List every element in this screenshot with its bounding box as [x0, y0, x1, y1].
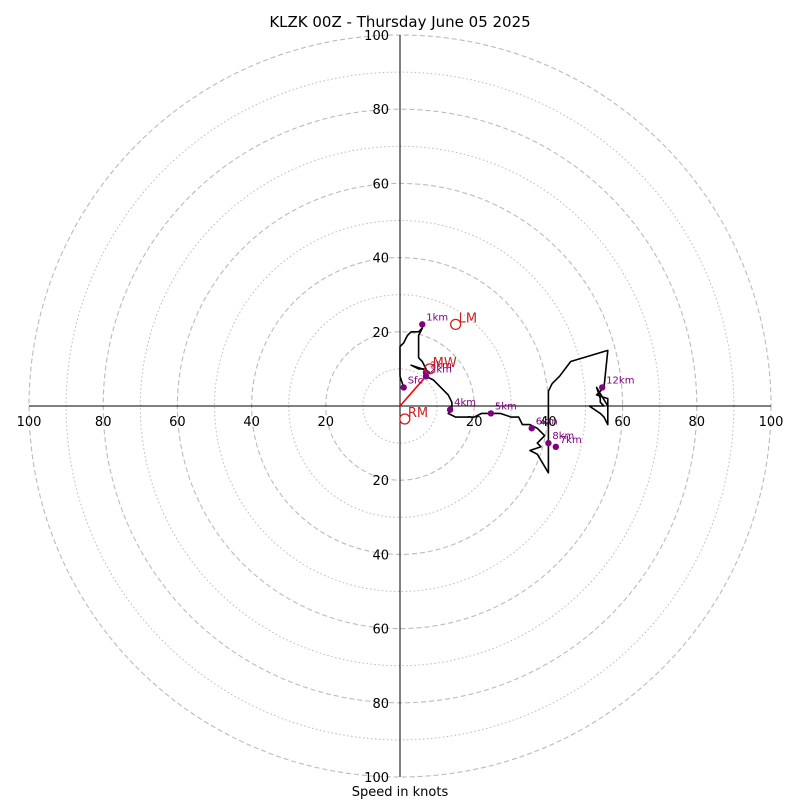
height-label-1km: 1km — [426, 312, 448, 323]
height-label-Sfc: Sfc — [408, 375, 423, 386]
shear-vector-line — [399, 375, 427, 407]
height-label-5km: 5km — [495, 401, 517, 412]
tick-x-left-40: 40 — [243, 415, 260, 430]
height-marker-8km — [545, 439, 552, 447]
height-marker-Sfc — [400, 384, 407, 391]
storm-motion-label-RM: RM — [408, 406, 428, 421]
height-label-8km: 8km — [552, 431, 574, 442]
tick-y-top-20: 20 — [372, 326, 389, 341]
storm-motion-marker-MW — [424, 363, 436, 375]
height-marker-12km — [598, 384, 606, 391]
height-marker-1km — [419, 321, 426, 328]
tick-y-bottom-20: 20 — [372, 474, 389, 489]
tick-y-top-100: 100 — [364, 29, 389, 44]
chart-title: KLZK 00Z - Thursday June 05 2025 — [269, 13, 530, 31]
storm-motion-label-MW: MW — [433, 356, 457, 371]
tick-y-top-80: 80 — [372, 103, 389, 118]
tick-x-left-100: 100 — [17, 415, 42, 430]
height-label-3km: 3km — [430, 361, 452, 372]
height-marker-7km — [552, 443, 560, 451]
x-axis-label: Speed in knots — [352, 785, 449, 800]
tick-x-right-60: 60 — [614, 415, 631, 430]
height-marker-6km — [528, 425, 535, 432]
tick-x-left-20: 20 — [318, 415, 335, 430]
tick-labels: 100 80 60 40 20 20 40 60 80 100100806040202040608… — [17, 29, 784, 786]
height-label-7km: 7km — [560, 435, 582, 446]
tick-x-right-20: 20 — [466, 415, 483, 430]
storm-motion-markers: LM MW RM — [399, 311, 477, 425]
height-label-6km: 6km — [536, 416, 558, 427]
height-marker-5km — [487, 410, 495, 417]
tick-y-top-60: 60 — [372, 177, 389, 192]
tick-y-bottom-40: 40 — [372, 548, 389, 563]
storm-motion-marker-LM — [449, 318, 462, 331]
tick-x-left-60: 60 — [169, 415, 186, 430]
height-label-4km: 4km — [454, 398, 476, 409]
height-marker-4km — [446, 406, 454, 413]
tick-x-right-100: 100 — [759, 415, 784, 430]
height-label-2km: 2km — [430, 364, 452, 375]
wind-trace-line — [399, 327, 609, 474]
wind-trace — [399, 327, 609, 474]
tick-x-left-80: 80 — [95, 415, 112, 430]
tick-y-bottom-80: 80 — [372, 697, 389, 712]
tick-y-bottom-60: 60 — [372, 623, 389, 638]
storm-motion-marker-RM — [399, 413, 411, 425]
shear-vector — [399, 375, 427, 407]
storm-motion-label-LM: LM — [459, 311, 477, 326]
height-label-12km: 12km — [606, 375, 634, 386]
tick-y-bottom-100: 100 — [364, 771, 389, 786]
tick-y-top-40: 40 — [372, 252, 389, 267]
tick-x-right-80: 80 — [689, 415, 706, 430]
